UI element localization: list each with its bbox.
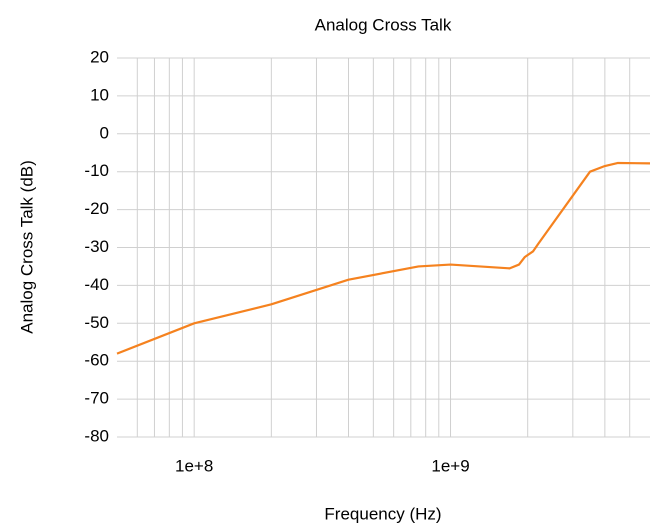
y-tick-label: -20 — [84, 199, 109, 218]
y-tick-label: -60 — [84, 351, 109, 370]
x-tick-label: 1e+8 — [175, 456, 213, 475]
y-tick-label: -70 — [84, 389, 109, 408]
y-tick-label: -30 — [84, 237, 109, 256]
y-tick-label: -80 — [84, 426, 109, 445]
y-tick-label: 20 — [90, 47, 109, 66]
chart-title: Analog Cross Talk — [315, 15, 452, 34]
line — [116, 161, 651, 355]
x-tick-label: 1e+9 — [431, 456, 469, 475]
y-tick-label: 0 — [100, 123, 109, 142]
x-axis-label: Frequency (Hz) — [324, 504, 441, 523]
y-tick-label: -40 — [84, 275, 109, 294]
y-tick-label: -50 — [84, 313, 109, 332]
y-tick-label: -10 — [84, 161, 109, 180]
y-tick-label: 10 — [90, 85, 109, 104]
y-axis-label: Analog Cross Talk (dB) — [17, 160, 36, 334]
